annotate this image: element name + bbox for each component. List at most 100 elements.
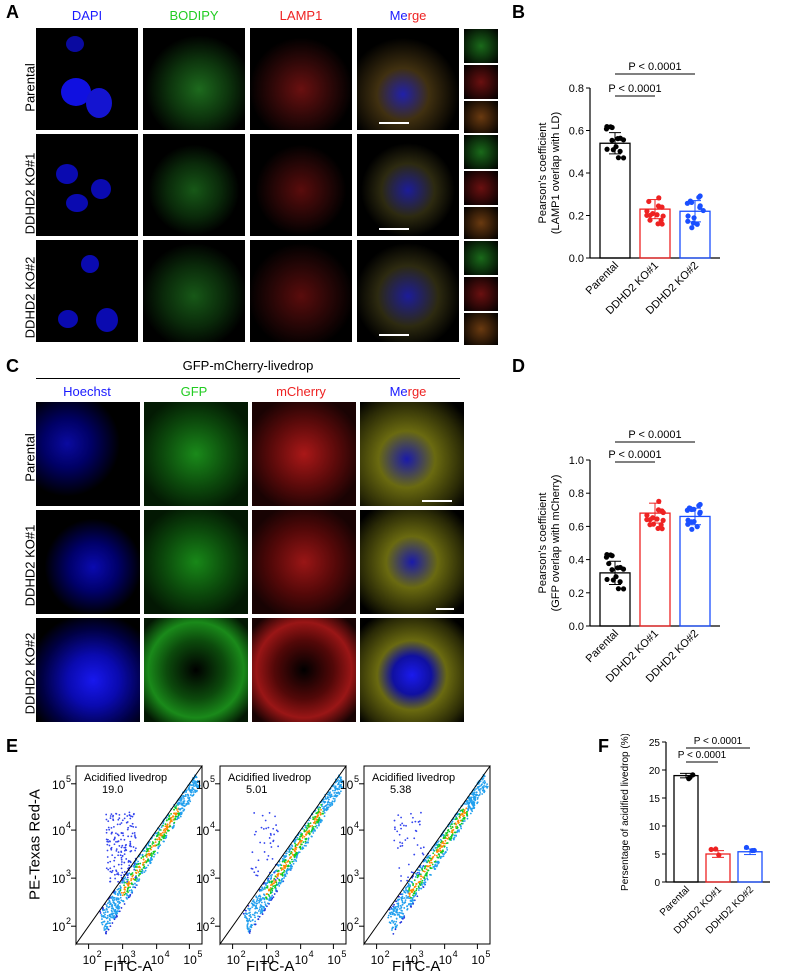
- data-point: [615, 586, 622, 592]
- flow-event: [467, 802, 470, 805]
- flow-event: [258, 901, 260, 904]
- channel-label-lamp1: LAMP1: [279, 8, 323, 23]
- flow-event: [286, 872, 288, 875]
- flow-event: [168, 817, 171, 820]
- flow-event: [108, 922, 110, 925]
- flow-event: [483, 780, 486, 782]
- flow-event: [101, 915, 103, 918]
- flow-event: [256, 907, 258, 910]
- flow-event: [314, 820, 316, 823]
- y-tick-exp: 5: [354, 774, 359, 784]
- flow-event: [126, 887, 129, 890]
- flow-event: [421, 881, 423, 884]
- flow-event: [333, 792, 336, 794]
- flow-event: [270, 891, 272, 894]
- data-point: [708, 846, 714, 853]
- flow-event: [255, 902, 258, 905]
- flow-event: [107, 820, 110, 823]
- flow-event: [142, 861, 144, 864]
- flow-event: [115, 906, 118, 909]
- flow-event: [451, 820, 454, 823]
- flow-event: [427, 859, 430, 862]
- flow-event: [317, 819, 320, 822]
- flow-event: [160, 838, 163, 841]
- flow-event: [160, 826, 163, 829]
- flow-event: [408, 903, 410, 906]
- data-point: [650, 210, 656, 217]
- flow-event: [101, 918, 103, 920]
- flow-event: [111, 897, 113, 900]
- flow-event: [117, 880, 120, 883]
- flow-event: [314, 815, 317, 818]
- flow-event: [104, 909, 106, 911]
- flow-event: [116, 892, 119, 895]
- flow-event: [154, 838, 157, 841]
- flow-event: [443, 853, 445, 856]
- flow-event: [248, 927, 250, 930]
- flow-event: [149, 862, 152, 865]
- flow-event: [272, 827, 275, 830]
- flow-event: [446, 848, 449, 851]
- channel-label-dapi: DAPI: [71, 8, 103, 23]
- flow-event: [266, 902, 269, 905]
- flow-event: [271, 897, 274, 900]
- flow-event: [113, 902, 116, 905]
- flow-event: [413, 837, 416, 840]
- flow-event: [411, 898, 414, 901]
- flow-event: [342, 786, 345, 789]
- flow-event: [117, 854, 120, 857]
- flow-event: [175, 812, 178, 815]
- image-c-parental-merge: [360, 402, 464, 506]
- flow-event: [392, 908, 395, 911]
- flow-event: [179, 815, 182, 818]
- flow-event: [266, 893, 269, 895]
- flow-event: [128, 864, 131, 867]
- flow-event: [129, 850, 132, 853]
- y-tick-label: 0.0: [569, 621, 584, 633]
- flow-event: [450, 827, 452, 830]
- flow-event: [128, 895, 130, 897]
- flow-event: [407, 863, 410, 866]
- flow-event: [157, 833, 160, 836]
- flow-event: [158, 845, 161, 848]
- flow-event: [396, 911, 399, 914]
- y-axis-label: Persentage of acidified livedrop (%): [620, 734, 631, 891]
- channel-label-hoechst: Hoechst: [63, 384, 111, 399]
- data-point: [604, 146, 610, 152]
- flow-event: [126, 890, 129, 893]
- flow-event: [156, 851, 159, 854]
- flow-event: [299, 832, 302, 834]
- x-tick-exp: 2: [241, 949, 246, 959]
- flow-event: [133, 866, 136, 869]
- flow-event: [473, 791, 476, 794]
- flow-event: [338, 788, 341, 791]
- image-a-ko1-bodipy: [143, 134, 245, 236]
- flow-event: [308, 819, 310, 822]
- flow-event: [283, 877, 285, 879]
- y-tick-label: 0.2: [569, 588, 584, 600]
- flow-event: [332, 797, 335, 800]
- flow-event: [324, 805, 327, 808]
- flow-event: [185, 803, 188, 806]
- flow-event: [132, 813, 135, 816]
- data-point: [644, 512, 650, 518]
- flow-event: [446, 837, 449, 840]
- flow-event: [334, 785, 337, 788]
- flow-event: [290, 867, 293, 870]
- flow-event: [295, 848, 297, 851]
- x-tick-label: 10: [117, 953, 131, 967]
- flow-event: [271, 894, 274, 897]
- flow-event: [277, 883, 280, 886]
- flow-event: [275, 824, 277, 826]
- flow-event: [456, 831, 458, 834]
- flow-event: [412, 892, 415, 895]
- flow-event: [312, 818, 315, 820]
- flow-event: [125, 821, 128, 824]
- flow-event: [115, 812, 117, 815]
- flow-event: [299, 838, 301, 841]
- image-c-ko1-mcherry: [252, 510, 356, 614]
- flow-event: [474, 796, 477, 799]
- y-axis-label: Pearson's coefficient: [537, 493, 549, 594]
- flow-event: [328, 801, 331, 804]
- flow-event: [130, 891, 133, 894]
